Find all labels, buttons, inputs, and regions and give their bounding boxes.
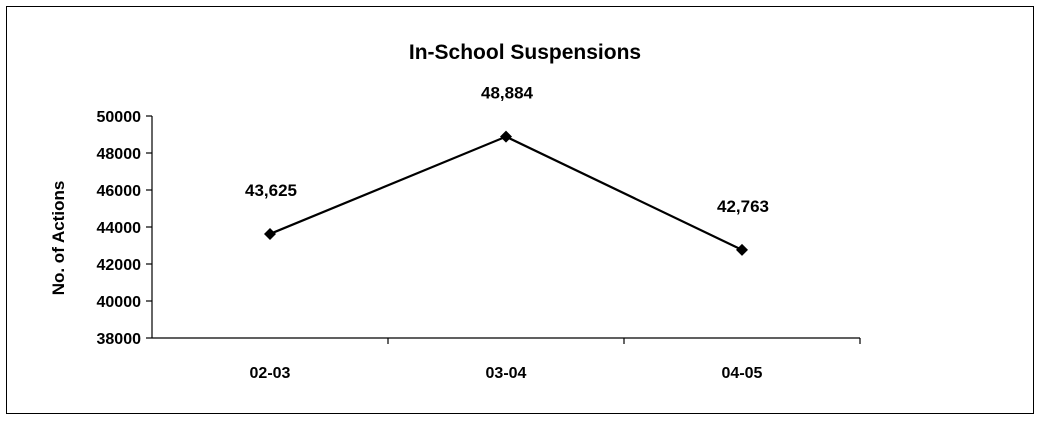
y-axis-title: No. of Actions	[49, 181, 68, 296]
y-ticks: 38000 40000 42000 44000 46000 48000 50000	[97, 109, 152, 348]
y-tick-label: 50000	[97, 109, 142, 126]
data-point-marker	[736, 243, 748, 256]
chart-title: In-School Suspensions	[409, 41, 641, 64]
x-ticks: 02-03 03-04 04-05	[250, 338, 861, 382]
y-tick-label: 42000	[97, 257, 142, 274]
data-point-marker	[264, 227, 276, 240]
y-tick-label: 38000	[97, 331, 142, 348]
data-point-marker	[500, 130, 512, 143]
data-label: 48,884	[481, 84, 534, 103]
data-label: 43,625	[245, 181, 297, 200]
x-tick-label: 02-03	[250, 365, 291, 382]
y-tick-label: 44000	[97, 220, 142, 237]
data-label: 42,763	[717, 197, 769, 216]
x-tick-label: 04-05	[722, 365, 763, 382]
y-tick-label: 46000	[97, 183, 142, 200]
y-tick-label: 40000	[97, 294, 142, 311]
chart-frame	[6, 6, 1034, 414]
series-line	[269, 135, 743, 251]
y-tick-label: 48000	[97, 146, 142, 163]
series-group	[264, 130, 748, 256]
data-labels: 43,625 48,884 42,763	[245, 84, 769, 216]
x-tick-label: 03-04	[486, 365, 527, 382]
